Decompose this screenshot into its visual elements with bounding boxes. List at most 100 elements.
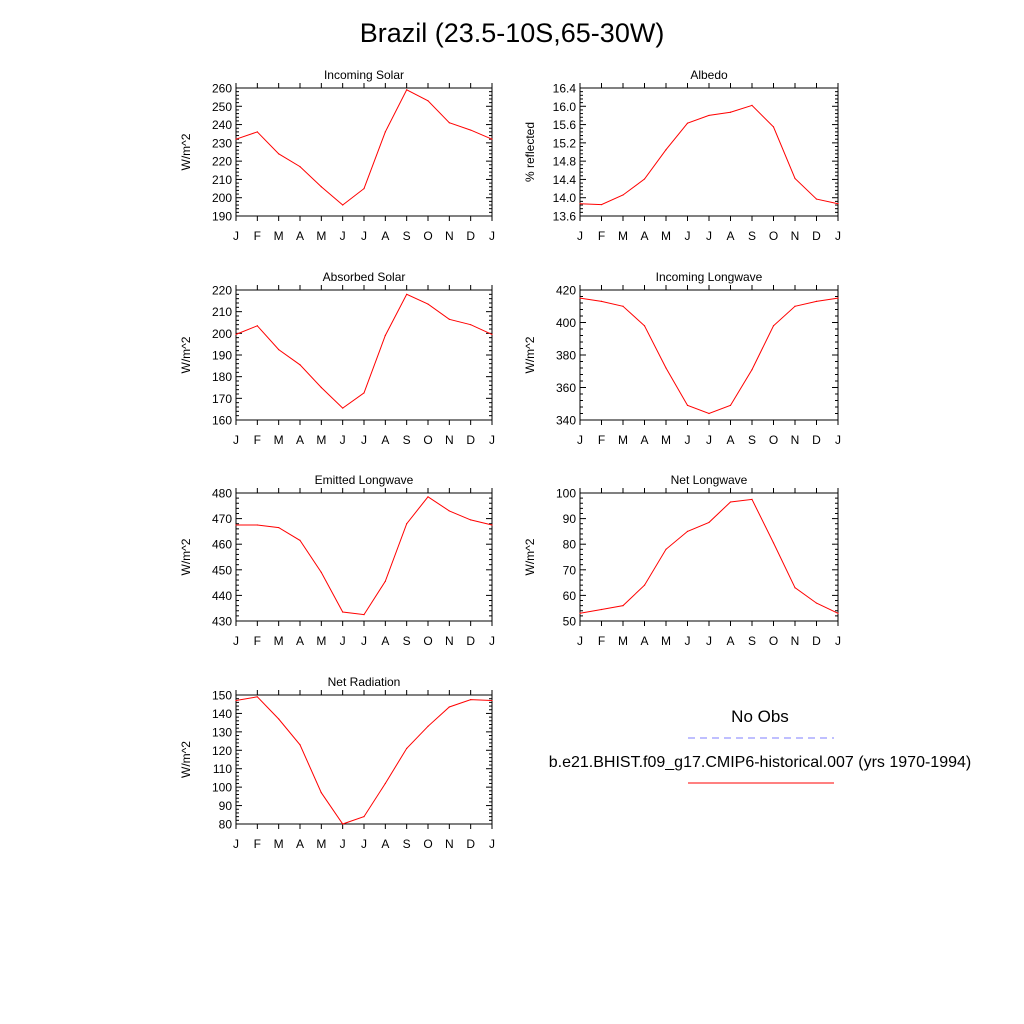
y-tick-label: 420 [556,284,576,298]
panel-title: Albedo [690,68,728,82]
x-tick-label: O [423,634,432,648]
x-tick-label: J [685,229,691,243]
x-tick-label: M [316,229,326,243]
x-tick-label: J [489,837,495,851]
y-tick-label: 190 [212,349,232,363]
y-tick-label: 80 [219,818,233,832]
data-point [470,129,472,131]
data-point [342,204,344,206]
x-tick-label: J [340,634,346,648]
x-tick-label: F [254,433,261,447]
x-tick-label: A [640,229,648,243]
x-tick-label: M [661,433,671,447]
data-point [384,131,386,133]
panel-title: Net Longwave [671,473,748,487]
x-tick-label: S [748,229,756,243]
data-point [815,602,818,604]
series-line [579,104,839,206]
x-tick-label: M [618,229,628,243]
data-point [729,501,732,503]
data-point [622,305,624,307]
x-tick-label: O [423,837,432,851]
x-tick-label: J [706,433,712,447]
x-tick-label: D [812,229,821,243]
y-tick-label: 14.4 [553,173,577,187]
x-tick-label: J [340,229,346,243]
y-tick-label: 480 [212,487,232,501]
data-point [448,122,450,124]
x-tick-label: M [661,229,671,243]
panel-title: Emitted Longwave [315,473,414,487]
x-tick-label: A [381,837,389,851]
y-tick-label: 16.4 [553,82,577,96]
data-point [579,612,581,614]
x-tick-label: S [403,229,411,243]
y-tick-label: 440 [212,589,232,603]
data-point [406,89,408,91]
data-point [708,521,710,524]
data-point [665,149,667,151]
data-point [278,718,280,720]
data-point [837,297,839,299]
y-tick-label: 150 [212,689,232,703]
x-tick-label: N [445,634,454,648]
x-tick-label: J [577,229,583,243]
y-tick-label: 260 [212,82,232,96]
x-tick-label: J [685,433,691,447]
data-point [643,325,646,327]
x-tick-label: J [233,433,239,447]
data-point [622,194,624,196]
data-point [491,524,493,526]
x-tick-label: D [466,634,475,648]
panel-6: Net Radiation W/m^2 80 90 100 110 120 130 140 150… [179,675,495,851]
data-point [491,699,493,702]
x-tick-label: N [445,433,454,447]
data-point [235,699,237,702]
data-point [491,138,493,140]
y-tick-label: 70 [563,563,577,577]
data-point [278,526,280,529]
y-tick-label: 250 [212,100,232,114]
x-tick-label: J [835,229,841,243]
plot-frame [579,289,839,421]
data-point [643,178,646,180]
x-tick-label: O [423,433,432,447]
data-point [235,524,237,526]
data-point [448,318,450,320]
x-tick-label: S [748,634,756,648]
x-tick-label: F [598,229,605,243]
x-tick-label: O [423,229,432,243]
data-point [665,548,667,550]
panel-0: Incoming Solar W/m^2 190 200 210 220 230 240 250… [179,68,495,243]
y-axis-label: W/m^2 [179,336,193,373]
y-tick-label: 120 [212,744,232,758]
y-tick-label: 430 [212,615,232,629]
data-point [278,153,280,155]
x-tick-label: M [274,229,284,243]
data-point [256,131,258,133]
x-tick-label: J [340,433,346,447]
data-point [363,816,365,818]
x-tick-label: J [835,433,841,447]
data-point [342,611,344,613]
data-point [363,614,365,616]
data-point [470,699,472,701]
x-tick-label: O [769,634,778,648]
x-tick-label: A [726,433,734,447]
x-tick-label: N [445,837,454,851]
data-point [729,404,732,406]
x-tick-label: F [254,837,261,851]
data-point [579,297,581,299]
x-tick-label: D [466,433,475,447]
data-point [815,198,818,200]
x-tick-label: A [296,634,304,648]
x-tick-label: F [598,433,605,447]
plot-frame [579,492,839,622]
data-point [256,524,258,526]
x-tick-label: J [233,634,239,648]
x-tick-label: J [685,634,691,648]
series-line [579,297,839,415]
y-axis-label: W/m^2 [179,741,193,778]
data-point [299,364,301,366]
